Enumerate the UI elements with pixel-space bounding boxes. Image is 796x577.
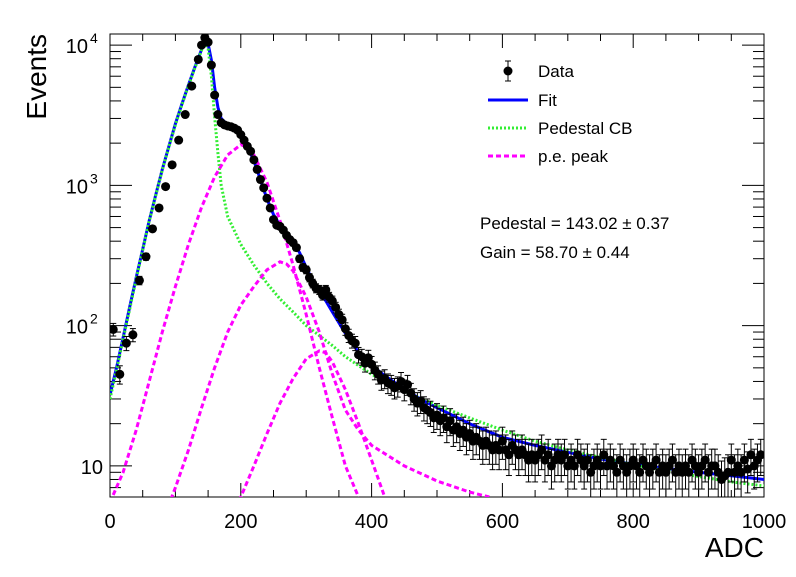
x-tick-label: 1000 [742, 511, 787, 533]
curve-pedestal-cb [110, 39, 764, 488]
data-points [110, 34, 764, 497]
y-tick-exponent: 2 [90, 311, 98, 327]
data-point [249, 155, 259, 165]
data-point [726, 443, 736, 483]
data-point [465, 419, 475, 451]
legend-item-fit: Fit [488, 91, 557, 110]
data-point [403, 374, 413, 396]
data-point [667, 443, 677, 483]
y-tick-label: 10 [66, 36, 88, 58]
data-point [301, 265, 311, 275]
data-point [193, 54, 203, 64]
data-point [468, 426, 478, 460]
x-tick-label: 800 [617, 511, 650, 533]
data-point [115, 365, 125, 385]
data-point [700, 443, 710, 483]
data-point [497, 426, 507, 460]
x-tick-label: 600 [486, 511, 519, 533]
data-point [167, 160, 177, 170]
data-point [121, 335, 131, 352]
data-point [141, 252, 151, 262]
data-point [350, 335, 360, 352]
data-point [291, 243, 301, 253]
data-point [255, 175, 265, 185]
data-point [246, 146, 256, 156]
legend-label: Data [538, 62, 574, 81]
data-point [161, 182, 171, 192]
x-tick-label: 0 [104, 511, 115, 533]
data-point [259, 183, 269, 193]
legend-label: p.e. peak [538, 147, 608, 166]
curve-p-e-peak-1 [110, 143, 360, 497]
y-tick-exponent: 4 [90, 30, 98, 46]
x-tick-label: 200 [224, 511, 257, 533]
data-point [514, 438, 524, 477]
data-point [560, 438, 570, 477]
data-point [180, 110, 190, 120]
data-point [596, 448, 605, 490]
data-point [128, 328, 138, 343]
data-point [252, 164, 262, 174]
data-point [651, 443, 661, 483]
y-tick-label: 10 [81, 457, 103, 479]
data-point [599, 438, 609, 477]
data-point [648, 448, 658, 490]
data-point [210, 90, 220, 100]
data-point [203, 37, 213, 47]
data-point [690, 448, 700, 490]
y-tick-label: 10 [66, 176, 88, 198]
annotation-pedestal: Pedestal = 143.02 ± 0.37 [480, 214, 669, 233]
data-point [154, 203, 164, 213]
data-point [148, 224, 158, 234]
data-point [537, 434, 547, 471]
y-tick-label: 10 [66, 317, 88, 339]
data-point [504, 438, 514, 477]
axis-ticks [109, 34, 765, 498]
data-point [110, 322, 118, 337]
data-point [174, 135, 184, 145]
y-tick-exponent: 3 [90, 170, 98, 186]
data-point [739, 443, 749, 483]
data-point [533, 438, 543, 477]
x-axis-label: ADC [705, 532, 764, 563]
data-point [746, 438, 756, 477]
curves [110, 39, 764, 497]
data-point [664, 448, 674, 490]
legend-label: Pedestal CB [538, 119, 633, 138]
data-point [213, 110, 223, 120]
legend-item-p-e-peak: p.e. peak [488, 147, 608, 166]
legend: Data Fit Pedestal CB p.e. peak [488, 60, 633, 166]
y-axis-label: Events [21, 34, 52, 120]
data-point [756, 438, 764, 477]
x-tick-label: 400 [355, 511, 388, 533]
data-point [543, 438, 553, 477]
legend-item-pedestal-cb: Pedestal CB [488, 119, 633, 138]
data-point [262, 193, 272, 203]
curve-p-e-peak-3 [239, 349, 387, 497]
data-point [265, 203, 275, 213]
data-point [295, 254, 305, 264]
data-point [206, 60, 216, 70]
legend-label: Fit [538, 91, 557, 110]
data-point [134, 275, 144, 286]
data-point [582, 443, 592, 483]
legend-item-data: Data [503, 60, 574, 82]
data-point [337, 313, 347, 327]
annotation-gain: Gain = 58.70 ± 0.44 [480, 243, 630, 262]
data-point [187, 81, 197, 91]
